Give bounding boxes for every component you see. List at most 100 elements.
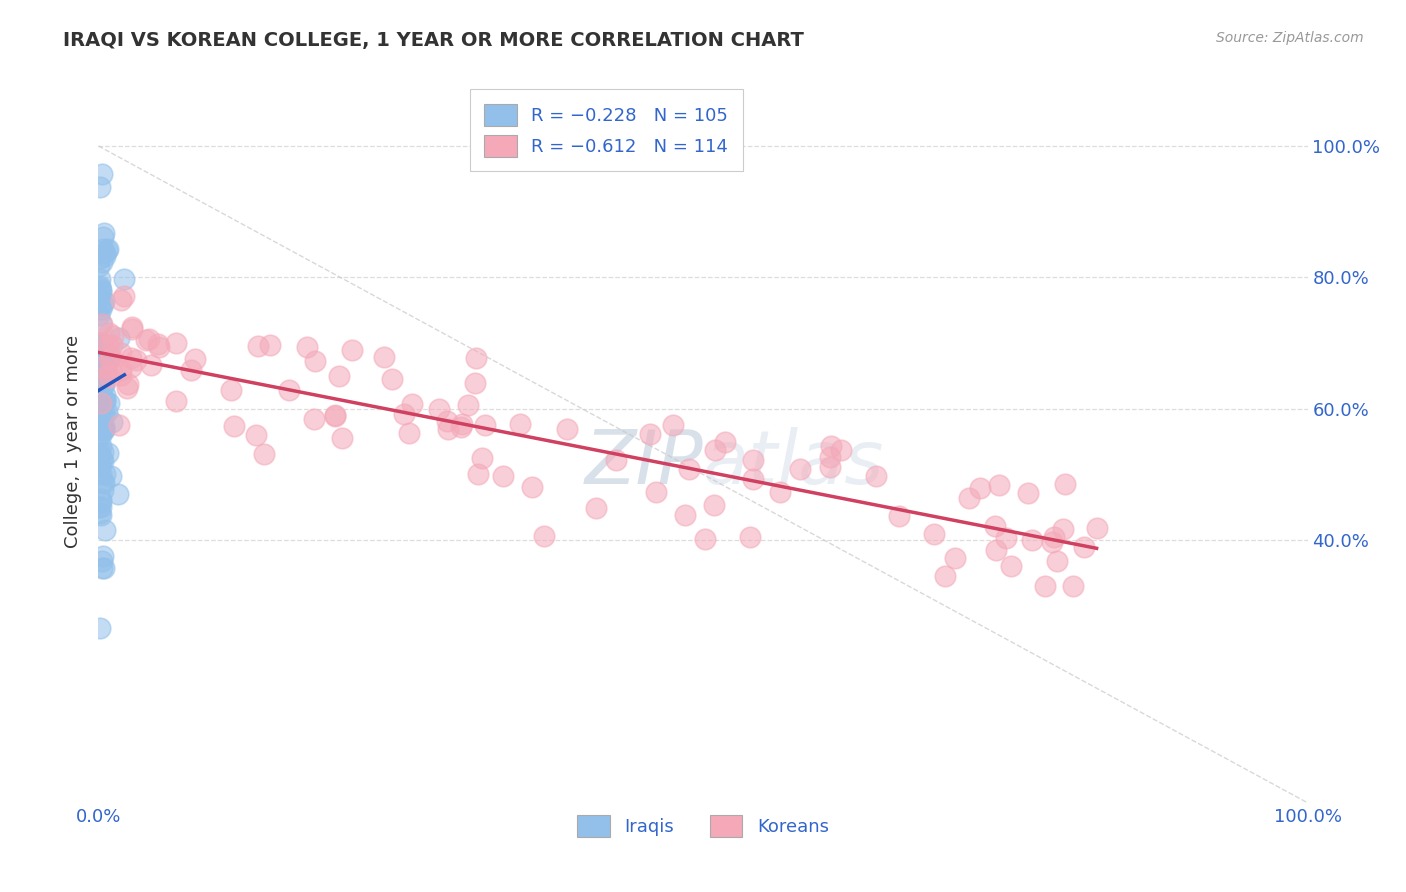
Point	[94, 388, 117, 402]
Point	[90, 399, 112, 413]
Point	[401, 397, 423, 411]
Point	[1062, 579, 1084, 593]
Point	[87, 404, 110, 418]
Point	[278, 383, 301, 397]
Point	[90, 347, 112, 361]
Point	[117, 377, 139, 392]
Point	[830, 443, 852, 458]
Point	[98, 396, 121, 410]
Point	[984, 518, 1007, 533]
Point	[986, 542, 1008, 557]
Point	[471, 450, 494, 465]
Point	[87, 289, 110, 303]
Point	[91, 549, 114, 563]
Point	[381, 372, 404, 386]
Point	[90, 439, 112, 453]
Point	[87, 500, 110, 515]
Point	[89, 393, 111, 408]
Point	[93, 293, 115, 308]
Point	[93, 246, 115, 260]
Point	[1043, 530, 1066, 544]
Point	[91, 363, 114, 377]
Point	[90, 372, 112, 386]
Point	[121, 322, 143, 336]
Point	[87, 375, 110, 389]
Point	[295, 340, 318, 354]
Point	[89, 368, 111, 382]
Point	[638, 426, 661, 441]
Point	[91, 474, 114, 488]
Point	[93, 392, 115, 407]
Point	[165, 336, 187, 351]
Point	[427, 402, 450, 417]
Point	[89, 291, 111, 305]
Point	[103, 329, 125, 343]
Point	[957, 491, 980, 505]
Point	[703, 498, 725, 512]
Text: atlas: atlas	[703, 427, 884, 500]
Text: ZIP: ZIP	[585, 427, 703, 500]
Point	[87, 378, 110, 392]
Point	[89, 366, 111, 380]
Point	[101, 338, 124, 352]
Point	[89, 458, 111, 473]
Point	[678, 462, 700, 476]
Point	[87, 337, 110, 351]
Point	[91, 230, 114, 244]
Point	[492, 469, 515, 483]
Point	[93, 561, 115, 575]
Point	[969, 482, 991, 496]
Point	[87, 406, 110, 420]
Point	[89, 281, 111, 295]
Point	[585, 501, 607, 516]
Point	[91, 483, 114, 497]
Point	[661, 417, 683, 432]
Point	[90, 508, 112, 522]
Y-axis label: College, 1 year or more: College, 1 year or more	[65, 335, 83, 548]
Point	[93, 336, 115, 351]
Point	[373, 350, 395, 364]
Point	[89, 382, 111, 396]
Point	[450, 419, 472, 434]
Point	[115, 380, 138, 394]
Point	[112, 289, 135, 303]
Point	[245, 427, 267, 442]
Point	[146, 337, 169, 351]
Point	[330, 431, 353, 445]
Point	[138, 332, 160, 346]
Point	[89, 458, 111, 473]
Point	[107, 417, 129, 432]
Point	[93, 523, 115, 537]
Point	[89, 407, 111, 421]
Point	[328, 369, 350, 384]
Point	[97, 337, 120, 351]
Point	[818, 460, 841, 475]
Point	[1046, 554, 1069, 568]
Point	[533, 529, 555, 543]
Point	[89, 449, 111, 463]
Point	[93, 475, 115, 490]
Point	[93, 350, 115, 364]
Point	[1017, 486, 1039, 500]
Point	[97, 353, 120, 368]
Point	[93, 418, 115, 433]
Point	[259, 338, 281, 352]
Point	[87, 342, 110, 356]
Point	[97, 349, 120, 363]
Point	[125, 352, 148, 367]
Point	[789, 462, 811, 476]
Point	[645, 485, 668, 500]
Point	[887, 508, 910, 523]
Point	[1021, 533, 1043, 548]
Point	[90, 301, 112, 316]
Point	[89, 179, 111, 194]
Point	[97, 242, 120, 256]
Point	[107, 487, 129, 501]
Point	[93, 377, 115, 392]
Point	[437, 422, 460, 436]
Point	[436, 414, 458, 428]
Point	[94, 394, 117, 409]
Point	[93, 422, 115, 436]
Point	[90, 423, 112, 437]
Point	[165, 393, 187, 408]
